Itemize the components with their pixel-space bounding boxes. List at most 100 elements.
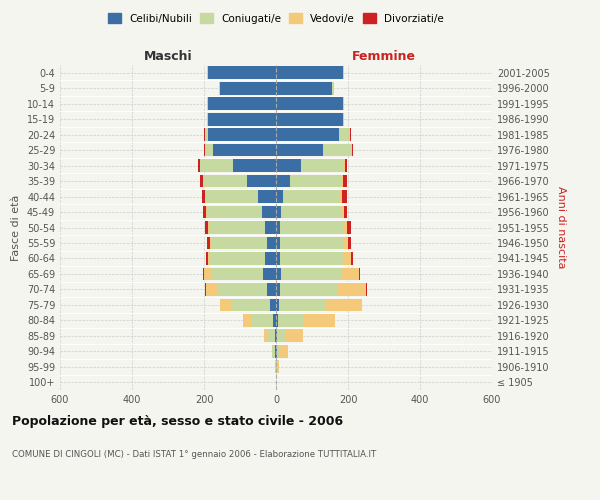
Bar — [352, 144, 353, 156]
Bar — [276, 314, 278, 326]
Bar — [301, 159, 344, 172]
Bar — [208, 66, 276, 79]
Bar — [213, 144, 276, 156]
Bar — [273, 314, 276, 326]
Bar — [202, 190, 205, 203]
Bar — [283, 190, 339, 203]
Bar — [208, 221, 209, 234]
Bar — [366, 283, 367, 296]
Bar — [267, 283, 276, 296]
Bar — [230, 298, 270, 311]
Bar — [247, 174, 276, 188]
Bar — [203, 268, 204, 280]
Bar — [220, 298, 230, 311]
Bar — [198, 159, 200, 172]
Text: Popolazione per età, sesso e stato civile - 2006: Popolazione per età, sesso e stato civil… — [12, 415, 343, 428]
Bar — [275, 330, 276, 342]
Bar — [343, 221, 347, 234]
Bar — [208, 98, 276, 110]
Bar — [203, 206, 206, 218]
Bar — [275, 345, 276, 358]
Bar — [207, 113, 208, 126]
Bar — [205, 128, 208, 141]
Bar — [208, 252, 209, 265]
Bar — [343, 236, 348, 250]
Bar — [343, 98, 344, 110]
Bar — [342, 190, 347, 203]
Bar — [207, 66, 208, 79]
Bar — [276, 221, 280, 234]
Bar — [233, 159, 276, 172]
Bar — [323, 144, 352, 156]
Bar — [220, 82, 276, 94]
Bar — [281, 206, 341, 218]
Bar — [344, 159, 346, 172]
Bar — [339, 190, 342, 203]
Bar — [207, 236, 210, 250]
Bar — [204, 174, 247, 188]
Bar — [206, 206, 208, 218]
Bar — [272, 345, 275, 358]
Bar — [350, 128, 351, 141]
Bar — [276, 174, 290, 188]
Bar — [280, 283, 337, 296]
Bar — [200, 174, 203, 188]
Bar — [276, 206, 281, 218]
Bar — [337, 283, 366, 296]
Bar — [265, 252, 276, 265]
Bar — [341, 206, 344, 218]
Bar — [209, 221, 265, 234]
Bar — [279, 298, 326, 311]
Bar — [278, 314, 303, 326]
Bar — [204, 128, 205, 141]
Bar — [205, 221, 208, 234]
Bar — [276, 159, 301, 172]
Bar — [286, 330, 302, 342]
Bar — [276, 66, 343, 79]
Bar — [262, 206, 276, 218]
Bar — [208, 113, 276, 126]
Y-axis label: Fasce di età: Fasce di età — [11, 194, 21, 260]
Bar — [251, 314, 273, 326]
Bar — [200, 159, 233, 172]
Bar — [332, 82, 334, 94]
Bar — [267, 236, 276, 250]
Legend: Celibi/Nubili, Coniugati/e, Vedovi/e, Divorziati/e: Celibi/Nubili, Coniugati/e, Vedovi/e, Di… — [105, 10, 447, 26]
Bar — [205, 190, 206, 203]
Bar — [277, 345, 280, 358]
Bar — [211, 236, 267, 250]
Bar — [217, 283, 267, 296]
Bar — [209, 252, 265, 265]
Bar — [347, 221, 350, 234]
Bar — [204, 268, 211, 280]
Bar — [281, 268, 341, 280]
Bar — [211, 268, 263, 280]
Bar — [280, 221, 343, 234]
Bar — [344, 206, 347, 218]
Bar — [277, 360, 279, 373]
Bar — [276, 252, 280, 265]
Text: Maschi: Maschi — [143, 50, 193, 62]
Bar — [276, 330, 277, 342]
Text: Femmine: Femmine — [352, 50, 416, 62]
Bar — [343, 66, 344, 79]
Bar — [276, 113, 343, 126]
Bar — [205, 144, 206, 156]
Bar — [263, 268, 276, 280]
Bar — [276, 82, 332, 94]
Bar — [206, 190, 258, 203]
Bar — [348, 236, 351, 250]
Bar — [343, 113, 344, 126]
Bar — [276, 190, 283, 203]
Bar — [204, 144, 205, 156]
Bar — [242, 314, 251, 326]
Bar — [276, 128, 339, 141]
Bar — [341, 268, 359, 280]
Bar — [343, 252, 350, 265]
Text: COMUNE DI CINGOLI (MC) - Dati ISTAT 1° gennaio 2006 - Elaborazione TUTTITALIA.IT: COMUNE DI CINGOLI (MC) - Dati ISTAT 1° g… — [12, 450, 376, 459]
Bar — [343, 174, 347, 188]
Bar — [205, 283, 206, 296]
Bar — [276, 345, 277, 358]
Bar — [276, 236, 280, 250]
Bar — [203, 174, 204, 188]
